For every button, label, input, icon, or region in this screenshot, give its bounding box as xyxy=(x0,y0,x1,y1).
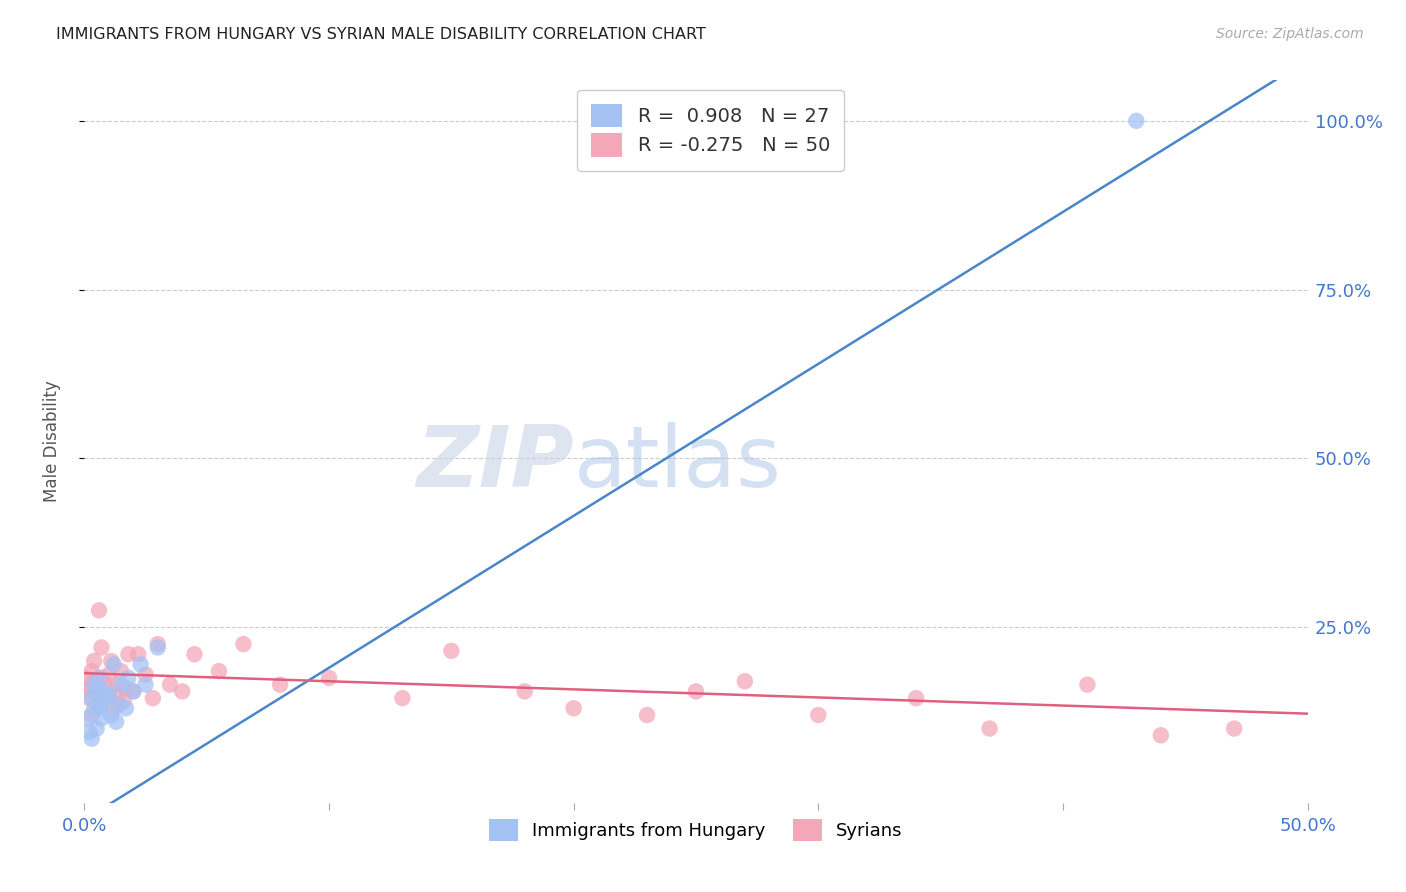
Point xyxy=(90,711,112,725)
Point xyxy=(127,647,149,661)
Point xyxy=(115,681,138,695)
Point xyxy=(80,731,103,746)
Point xyxy=(76,671,98,685)
Point xyxy=(1076,678,1098,692)
Point xyxy=(807,708,830,723)
Point xyxy=(83,678,105,692)
Point xyxy=(86,684,108,698)
Point xyxy=(97,691,120,706)
Point xyxy=(80,664,103,678)
Point xyxy=(107,698,129,712)
Point xyxy=(76,711,98,725)
Point xyxy=(87,603,110,617)
Point xyxy=(87,701,110,715)
Point xyxy=(103,701,125,715)
Point xyxy=(513,684,536,698)
Point xyxy=(115,701,138,715)
Point xyxy=(77,691,100,706)
Point xyxy=(979,722,1001,736)
Point xyxy=(440,644,463,658)
Point xyxy=(734,674,756,689)
Point xyxy=(97,667,120,681)
Point xyxy=(905,691,928,706)
Text: ZIP: ZIP xyxy=(416,422,574,505)
Point xyxy=(1150,728,1173,742)
Point xyxy=(83,654,105,668)
Point xyxy=(100,708,122,723)
Point xyxy=(80,691,103,706)
Point xyxy=(105,714,128,729)
Point xyxy=(90,640,112,655)
Point xyxy=(86,678,108,692)
Point xyxy=(77,678,100,692)
Point xyxy=(96,678,118,692)
Point xyxy=(86,688,108,702)
Point xyxy=(146,640,169,655)
Point xyxy=(391,691,413,706)
Point xyxy=(142,691,165,706)
Point xyxy=(1223,722,1246,736)
Point xyxy=(117,647,139,661)
Point xyxy=(97,688,120,702)
Point xyxy=(1125,113,1147,128)
Point xyxy=(76,684,98,698)
Point xyxy=(77,725,100,739)
Point xyxy=(83,701,105,715)
Point xyxy=(100,654,122,668)
Point xyxy=(93,691,115,706)
Point xyxy=(112,694,135,708)
Y-axis label: Male Disability: Male Disability xyxy=(42,381,60,502)
Point xyxy=(318,671,340,685)
Point xyxy=(232,637,254,651)
Point xyxy=(183,647,205,661)
Point xyxy=(96,691,118,706)
Point xyxy=(110,664,132,678)
Text: IMMIGRANTS FROM HUNGARY VS SYRIAN MALE DISABILITY CORRELATION CHART: IMMIGRANTS FROM HUNGARY VS SYRIAN MALE D… xyxy=(56,27,706,42)
Point xyxy=(110,678,132,692)
Legend: Immigrants from Hungary, Syrians: Immigrants from Hungary, Syrians xyxy=(482,812,910,848)
Point xyxy=(117,671,139,685)
Point xyxy=(93,684,115,698)
Point xyxy=(90,671,112,685)
Point xyxy=(129,657,152,672)
Point xyxy=(562,701,585,715)
Point xyxy=(135,678,157,692)
Point xyxy=(87,671,110,685)
Point xyxy=(269,678,291,692)
Text: Source: ZipAtlas.com: Source: ZipAtlas.com xyxy=(1216,27,1364,41)
Point xyxy=(159,678,181,692)
Point xyxy=(103,657,125,672)
Point xyxy=(80,708,103,723)
Point xyxy=(636,708,658,723)
Point xyxy=(172,684,194,698)
Point xyxy=(146,637,169,651)
Point xyxy=(86,722,108,736)
Point xyxy=(122,684,145,698)
Point xyxy=(107,688,129,702)
Point xyxy=(87,694,110,708)
Point xyxy=(90,698,112,712)
Point xyxy=(105,678,128,692)
Point xyxy=(208,664,231,678)
Text: atlas: atlas xyxy=(574,422,782,505)
Point xyxy=(135,667,157,681)
Point xyxy=(685,684,707,698)
Point xyxy=(122,684,145,698)
